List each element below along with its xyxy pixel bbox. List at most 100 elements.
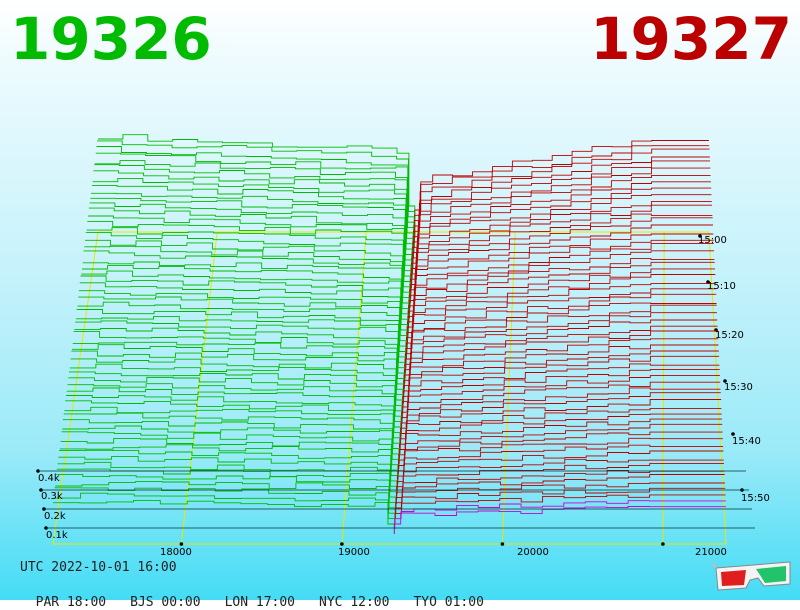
bid-depth-line <box>61 431 399 479</box>
ask-depth-line <box>394 494 726 524</box>
ask-depth-line <box>409 233 714 314</box>
ask-depth-line <box>400 392 721 444</box>
bid-depth-line <box>68 376 402 434</box>
bid-depth-line <box>59 449 398 494</box>
price-gridline <box>341 231 367 545</box>
bid-depth-line <box>72 344 404 409</box>
bid-depth-line <box>64 406 400 459</box>
ask-depth-line <box>405 293 717 364</box>
time-tick-label: 15:50 <box>741 493 770 504</box>
time-tick-dot <box>723 379 727 383</box>
3d-glasses-icon[interactable] <box>712 558 794 592</box>
bid-depth-line <box>55 481 396 519</box>
ask-depth-line <box>396 458 724 494</box>
bid-depth-line <box>62 425 399 474</box>
bid-depth-line <box>53 492 396 529</box>
utc-time: UTC 2022-10-01 16:00 <box>20 560 177 575</box>
bid-depth-line <box>75 316 406 384</box>
bid-depth-line <box>76 309 406 379</box>
ask-depth-line <box>396 463 724 499</box>
price-tick-label: 18000 <box>160 547 192 558</box>
bid-depth-line <box>53 499 395 534</box>
ask-depth-line <box>413 148 710 248</box>
depth-chart: 18000 19000 20000 21000 0.1k 0.2k 0.3k 0… <box>36 134 770 558</box>
world-clocks: PAR 18:00 BJS 00:00 LON 17:00 NYC 12:00 TYO … <box>20 580 508 610</box>
ask-depth-line <box>412 174 711 269</box>
bid-depth-line <box>82 261 409 339</box>
clock-london: LON 17:00 <box>224 595 296 610</box>
clock-tokyo: TYO 01:00 <box>413 595 484 610</box>
bid-depth-line <box>83 250 409 334</box>
ask-depth-line <box>406 288 716 359</box>
volume-tick-label: 0.1k <box>46 530 68 541</box>
clock-beijing: BJS 00:00 <box>130 595 201 610</box>
ask-depth-line <box>402 350 719 409</box>
bid-depth-line <box>93 170 414 269</box>
ask-depth-line <box>399 413 722 459</box>
price-tick-dot <box>500 542 505 546</box>
bid-depth-line <box>94 160 414 259</box>
bid-depth-line <box>63 412 400 464</box>
ask-depth-line <box>411 181 711 274</box>
ask-depth-line <box>402 355 720 414</box>
price-tick-label: 20000 <box>517 547 549 558</box>
ask-depth-line <box>397 437 723 479</box>
ask-depth-line <box>407 258 715 334</box>
bid-depth-line <box>71 350 404 414</box>
volume-tick-label: 0.4k <box>38 473 60 484</box>
ask-depth-line <box>403 330 718 394</box>
ask-depth-line <box>413 160 711 259</box>
ask-depth-line <box>404 312 717 379</box>
ask-depth-line <box>409 217 713 304</box>
bid-depth-line <box>62 419 400 469</box>
clock-new-york: NYC 12:00 <box>319 595 390 610</box>
ask-price: 19327 <box>590 5 792 73</box>
volume-tick-label: 0.2k <box>44 511 66 522</box>
bid-depth-line <box>84 245 410 329</box>
time-tick-label: 15:40 <box>732 436 761 447</box>
bid-depth-line <box>87 220 411 309</box>
bid-depth-line <box>57 461 397 504</box>
clock-paris: PAR 18:00 <box>35 595 107 610</box>
volume-tick-dot <box>39 488 43 492</box>
bid-depth-line <box>85 231 410 319</box>
ask-depth-line <box>412 167 711 264</box>
ask-depth-line <box>413 156 710 254</box>
ask-depth-line <box>410 213 713 299</box>
ask-depth-line <box>408 250 715 329</box>
bid-depth-line <box>92 177 413 274</box>
ask-depth-line <box>403 325 718 389</box>
ask-depth-line <box>395 482 725 514</box>
bid-depth-line <box>74 327 405 394</box>
bid-depth-line <box>60 438 399 484</box>
price-tick-dot <box>661 542 665 546</box>
time-tick-label: 15:00 <box>698 235 727 246</box>
bid-depth-line <box>89 202 412 294</box>
ask-depth-line <box>395 474 725 509</box>
bid-depth-line <box>85 239 410 324</box>
price-gridline <box>180 231 218 545</box>
ask-depth-line <box>398 418 722 464</box>
ask-depth-line <box>407 261 715 339</box>
ask-depth-line <box>398 431 723 474</box>
bid-depth-line <box>69 363 403 424</box>
ask-depth-line <box>405 302 717 369</box>
bid-depth-line <box>98 134 416 238</box>
bid-depth-line <box>88 215 411 304</box>
bid-depth-line <box>78 296 407 369</box>
ask-depth-line <box>401 375 720 429</box>
ask-depth-line <box>398 423 723 469</box>
ask-depth-line <box>397 444 724 484</box>
time-tick-dot <box>706 280 710 284</box>
volume-tick-dot <box>36 469 40 473</box>
time-tick-label: 15:30 <box>724 382 753 393</box>
ask-depth-line <box>396 450 724 489</box>
ask-depth-line <box>401 363 720 419</box>
floor-outline <box>52 231 727 545</box>
ask-depth-line <box>394 500 726 529</box>
ask-depth-line <box>394 487 726 519</box>
bid-depth-line <box>72 341 404 404</box>
price-tick-label: 19000 <box>338 547 370 558</box>
ask-depth-line <box>411 194 712 284</box>
ask-depth-line <box>393 506 727 534</box>
